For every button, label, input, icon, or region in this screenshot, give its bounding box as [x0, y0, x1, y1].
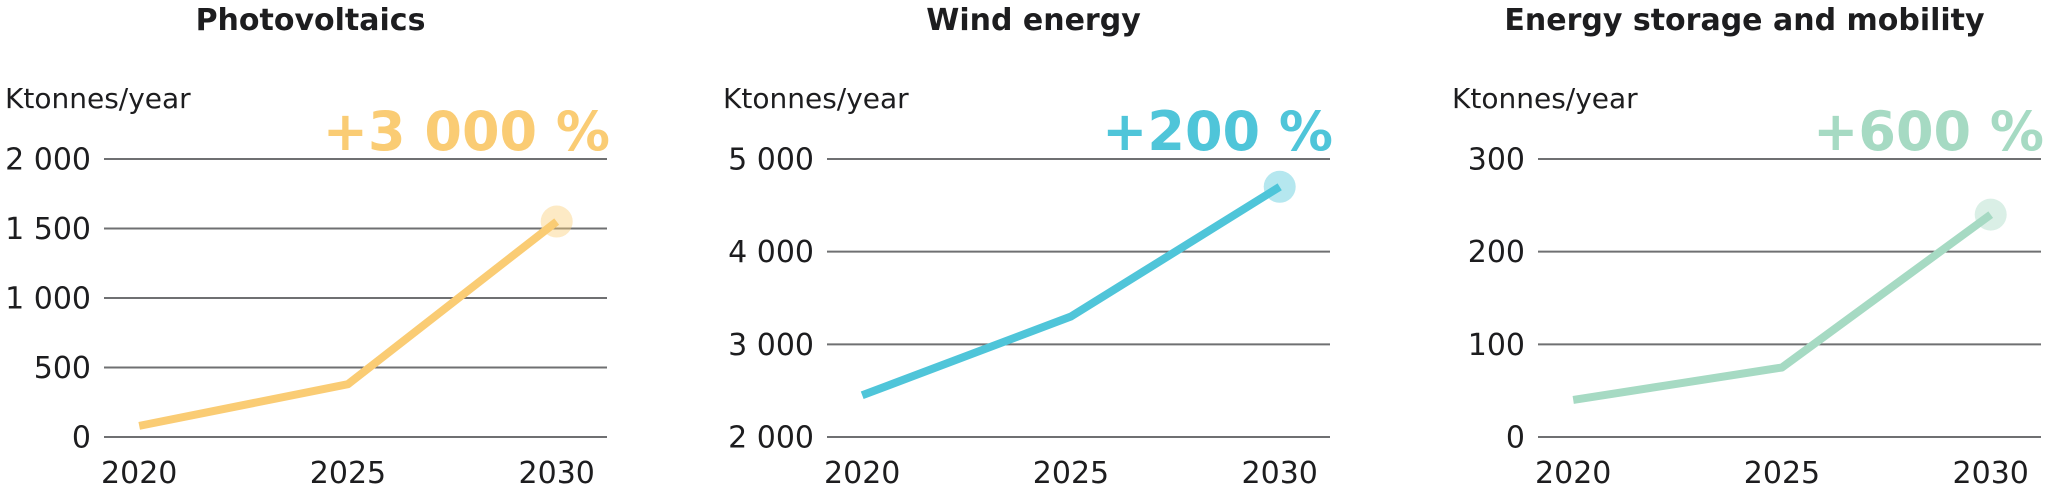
x-tick-label: 2030 [1242, 456, 1318, 491]
end-point-marker [1974, 198, 2007, 231]
series-line [860, 183, 1282, 400]
chart-energy-storage-and-mobility: 300 200 100 0 2020 2025 2030 Energy storage and… [1366, 0, 2048, 494]
end-point-marker [1263, 170, 1296, 203]
y-tick-label: 1 500 [5, 212, 91, 247]
x-tick-label: 2020 [1535, 456, 1611, 491]
y-tick-label: 200 [1468, 235, 1525, 270]
y-tick-label: 4 000 [728, 235, 814, 270]
growth-annotation: +600 % [1813, 100, 2044, 163]
y-tick-label: 300 [1468, 143, 1525, 178]
x-tick-label: 2025 [310, 456, 386, 491]
y-tick-label: 500 [34, 351, 91, 386]
y-tick-label: 2 000 [728, 421, 814, 456]
y-tick-label: 100 [1468, 328, 1525, 363]
x-tick-label: 2030 [1953, 456, 2029, 491]
y-tick-label: 0 [1506, 421, 1525, 456]
y-tick-label: 3 000 [728, 328, 814, 363]
x-tick-label: 2020 [824, 456, 900, 491]
y-axis-unit-label: Ktonnes/year [5, 82, 191, 115]
x-tick-label: 2025 [1033, 456, 1109, 491]
series-line [138, 218, 560, 430]
chart-wind-energy: 5 000 4 000 3 000 2 000 2020 2025 2030 Wind ene… [683, 0, 1366, 494]
growth-annotation: +3 000 % [323, 100, 610, 163]
y-tick-label: 5 000 [728, 143, 814, 178]
y-axis-unit-label: Ktonnes/year [1452, 82, 1638, 115]
end-point-marker [540, 205, 573, 238]
chart-canvas: 5 000 4 000 3 000 2 000 2020 2025 2030 Wind ene… [723, 3, 1333, 491]
chart-title: Photovoltaics [196, 3, 426, 38]
chart-photovoltaics: 2 000 1 500 1 000 500 0 2020 2025 2030 Photovolt… [0, 0, 683, 494]
chart-canvas: 2 000 1 500 1 000 500 0 2020 2025 2030 Photovolt… [5, 3, 610, 491]
series-line [1572, 211, 1994, 404]
y-tick-label: 0 [72, 421, 91, 456]
x-tick-label: 2020 [101, 456, 177, 491]
chart-title: Wind energy [926, 3, 1141, 38]
chart-canvas: 300 200 100 0 2020 2025 2030 Energy storage and… [1452, 3, 2044, 491]
y-tick-label: 2 000 [5, 143, 91, 178]
y-tick-label: 1 000 [5, 282, 91, 317]
x-tick-label: 2025 [1744, 456, 1820, 491]
y-axis-unit-label: Ktonnes/year [723, 82, 909, 115]
growth-annotation: +200 % [1102, 100, 1333, 163]
chart-title: Energy storage and mobility [1504, 3, 1985, 38]
x-tick-label: 2030 [519, 456, 595, 491]
